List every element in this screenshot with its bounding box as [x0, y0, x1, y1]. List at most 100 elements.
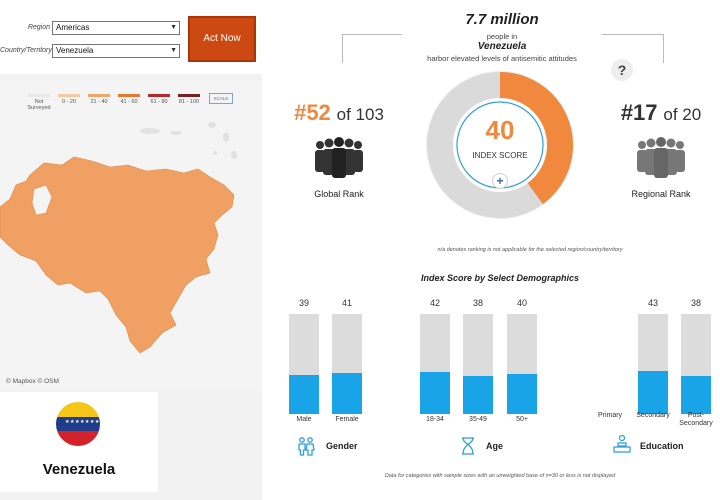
- legend-label: 21 - 40: [90, 99, 108, 105]
- help-icon[interactable]: ?: [611, 59, 633, 81]
- act-now-button[interactable]: Act Now: [188, 16, 256, 62]
- chevron-down-icon: ▼: [170, 24, 177, 31]
- hourglass-icon: [462, 437, 474, 455]
- bar-value: 43: [647, 298, 658, 308]
- country-select-value: Venezuela: [56, 46, 94, 55]
- flag-stars-icon: ★★★★★★★★: [65, 418, 100, 425]
- donut-score-arc: [427, 72, 573, 218]
- bar-fill: [289, 375, 319, 414]
- population-text: people in: [486, 32, 518, 41]
- legend-item: 81 - 100: [176, 92, 202, 105]
- expand-plus-icon[interactable]: +: [492, 173, 508, 189]
- regional-rank: #17 of 20 Regional Rank: [606, 100, 716, 199]
- education-label: Education: [640, 441, 684, 451]
- country-map: [0, 122, 237, 354]
- bar-track: [507, 314, 537, 414]
- bar-fill: [463, 376, 493, 414]
- map-islands: [140, 122, 237, 159]
- region-label: Region: [27, 24, 50, 31]
- filter-panel: Region Americas ▼ Country/Territory Vene…: [0, 0, 262, 74]
- people-icon: [637, 137, 685, 178]
- people-icon: [315, 137, 363, 178]
- legend-swatch: [148, 94, 170, 97]
- region-select[interactable]: Americas ▼: [52, 21, 180, 35]
- map-attribution: © Mapbox © OSM: [6, 378, 59, 385]
- flag-stripe: [56, 431, 100, 446]
- bar-fill: [332, 373, 362, 414]
- bar-value: 40: [516, 298, 527, 308]
- bar-value: 42: [429, 298, 440, 308]
- bar-label: Male: [296, 416, 312, 423]
- region-select-value: Americas: [56, 23, 90, 32]
- global-rank-total: of 103: [336, 105, 384, 124]
- legend-label: 81 - 100: [178, 99, 200, 105]
- bar-track: [289, 314, 319, 414]
- gender-icon: [298, 437, 315, 456]
- country-label: Country/Territory: [0, 47, 52, 54]
- education-icon: [613, 434, 631, 453]
- bar-track: [681, 314, 711, 414]
- footnote: Data for categories with sample sizes wi…: [384, 473, 616, 479]
- country-card: ★★★★★★★★ Venezuela: [0, 392, 158, 492]
- bar-label: 18-34: [426, 416, 444, 423]
- bar-label: Female: [335, 416, 359, 423]
- flag-stripe: [56, 402, 100, 417]
- peninsula-shape: [52, 175, 68, 187]
- chevron-down-icon: ▼: [170, 47, 177, 54]
- age-label: Age: [486, 441, 504, 451]
- bar-value: 38: [690, 298, 701, 308]
- scale-button[interactable]: SCALE: [209, 93, 233, 104]
- donut-center: [453, 98, 547, 192]
- legend-item: 41 - 60: [116, 92, 142, 105]
- bar-fill: [638, 371, 668, 414]
- demographics-title: Index Score by Select Demographics: [420, 273, 580, 283]
- legend-swatch: [88, 94, 110, 97]
- country-name: Venezuela: [42, 461, 116, 478]
- country-select[interactable]: Venezuela ▼: [52, 44, 180, 58]
- regional-rank-label: Regional Rank: [631, 189, 691, 199]
- map-legend: Not Surveyed 0 - 20 21 - 40 41 - 60 61 -…: [26, 92, 236, 116]
- bar-track: [463, 314, 493, 414]
- bar-value: 38: [472, 298, 483, 308]
- bar-track: [420, 314, 450, 414]
- bracket-gap: [402, 30, 602, 38]
- bar-fill: [507, 374, 537, 414]
- venezuela-shape[interactable]: [0, 156, 235, 354]
- bar-track: [332, 314, 362, 414]
- na-note: n/a denotes ranking is not applicable fo…: [437, 247, 623, 253]
- bar-fill: [681, 376, 711, 414]
- legend-label: Not Surveyed: [27, 99, 51, 111]
- bar-label: Primary: [597, 412, 623, 419]
- legend-item: 61 - 80: [146, 92, 172, 105]
- bar-track: [638, 314, 668, 414]
- legend-item: 21 - 40: [86, 92, 112, 105]
- legend-swatch: [58, 94, 80, 97]
- legend-swatch: [178, 94, 200, 97]
- legend-item: Not Surveyed: [26, 92, 52, 111]
- left-panel: Region Americas ▼ Country/Territory Vene…: [0, 0, 262, 500]
- population-description: harbor elevated levels of antisemitic at…: [427, 54, 577, 63]
- population-country: Venezuela: [477, 41, 527, 52]
- gender-label: Gender: [326, 441, 358, 451]
- global-rank: #52 of 103 Global Rank: [284, 100, 394, 199]
- bar-value: 41: [341, 298, 352, 308]
- regional-rank-number: #17: [620, 100, 658, 125]
- bar-label: Post-Secondary: [679, 412, 713, 427]
- venezuela-flag-icon: ★★★★★★★★: [56, 402, 100, 446]
- bar-fill: [420, 372, 450, 414]
- index-score-donut: [426, 71, 574, 219]
- legend-label: 61 - 80: [150, 99, 168, 105]
- population-number: 7.7 million: [465, 11, 539, 28]
- regional-rank-total: of 20: [663, 105, 702, 124]
- bar-value: 39: [298, 298, 309, 308]
- legend-swatch: [28, 94, 50, 97]
- legend-label: 0 - 20: [61, 99, 77, 105]
- bar-label: 50+: [516, 416, 528, 423]
- legend-label: 41 - 60: [120, 99, 138, 105]
- index-score-label: INDEX SCORE: [472, 151, 528, 160]
- bar-label: Secondary: [636, 412, 670, 419]
- index-score-value: 40: [485, 115, 515, 145]
- legend-item: 0 - 20: [56, 92, 82, 105]
- global-rank-number: #52: [294, 100, 331, 125]
- legend-swatch: [118, 94, 140, 97]
